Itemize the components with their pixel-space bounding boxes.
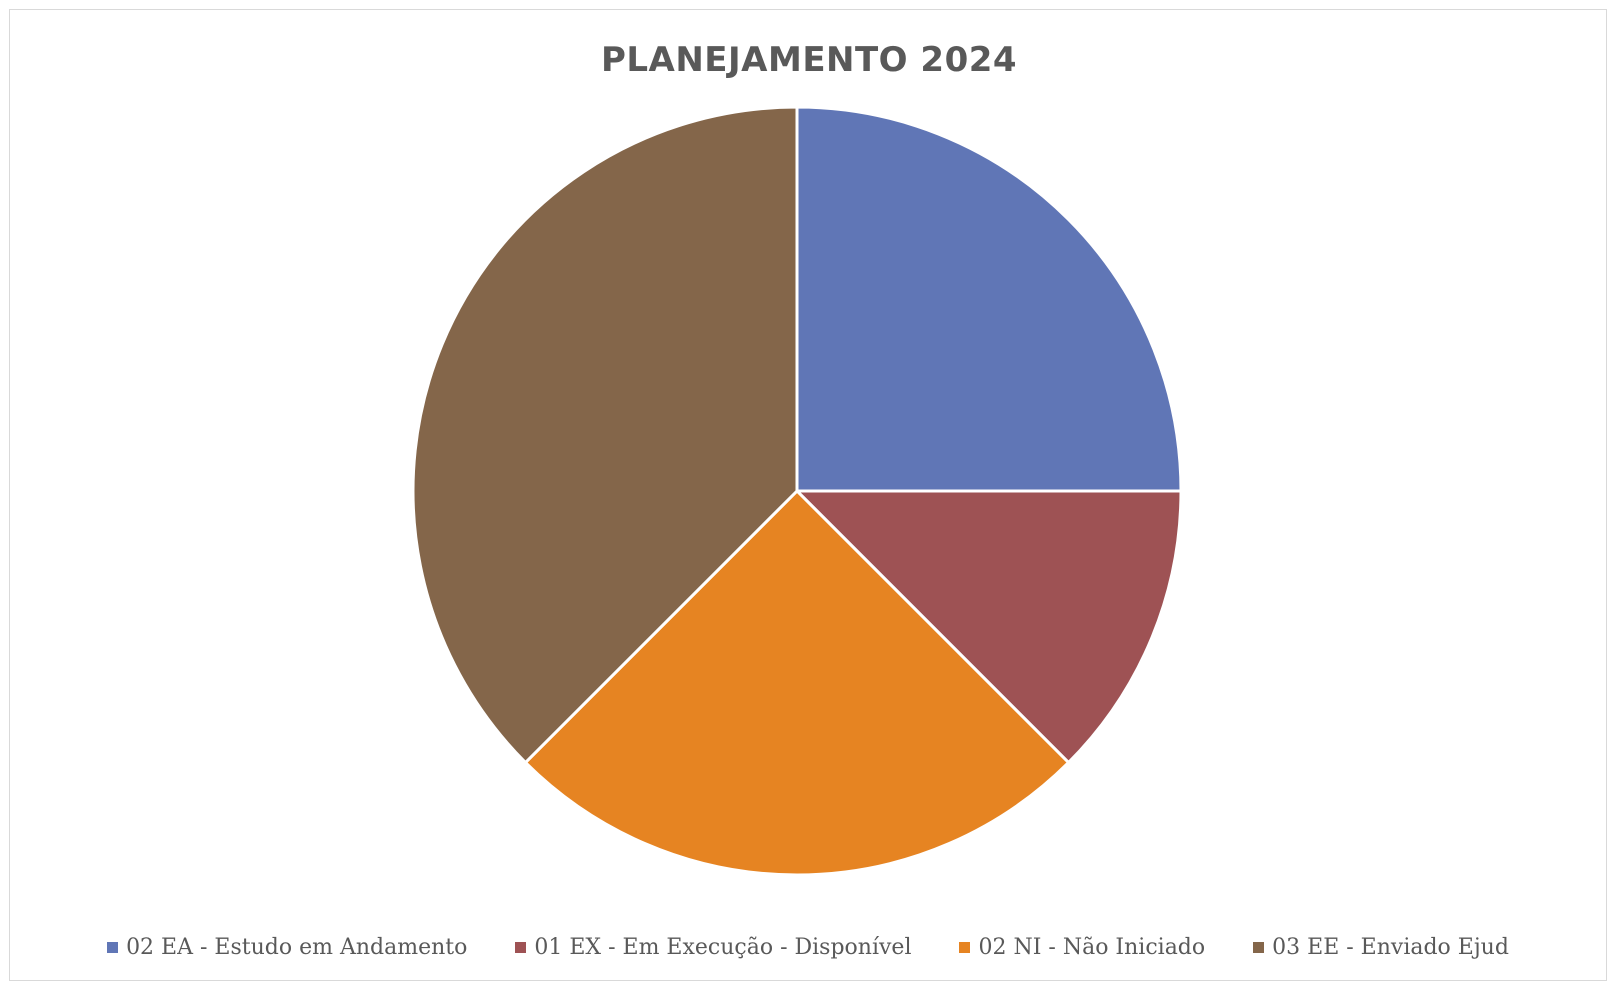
legend-swatch-icon <box>959 942 971 953</box>
legend-label: 01 EX - Em Execução - Disponível <box>534 935 912 960</box>
pie-slice <box>411 105 799 765</box>
legend-label: 02 EA - Estudo em Andamento <box>126 935 468 960</box>
legend-label: 02 NI - Não Iniciado <box>978 935 1206 960</box>
chart-title: PLANEJAMENTO 2024 <box>600 40 1018 80</box>
legend-label: 03 EE - Enviado Ejud <box>1272 935 1509 960</box>
legend-item: 01 EX - Em Execução - Disponível <box>515 935 911 960</box>
legend-item: 02 EA - Estudo em Andamento <box>107 935 467 960</box>
legend-item: 02 NI - Não Iniciado <box>959 935 1205 960</box>
legend: 02 EA - Estudo em Andamento 01 EX - Em E… <box>0 935 1616 960</box>
legend-swatch-icon <box>107 942 119 953</box>
legend-swatch-icon <box>1253 942 1265 953</box>
legend-item: 03 EE - Enviado Ejud <box>1253 935 1509 960</box>
pie-slice <box>523 489 1071 877</box>
pie-slice <box>795 105 1183 493</box>
pie-slice <box>795 489 1183 765</box>
legend-swatch-icon <box>515 942 527 953</box>
